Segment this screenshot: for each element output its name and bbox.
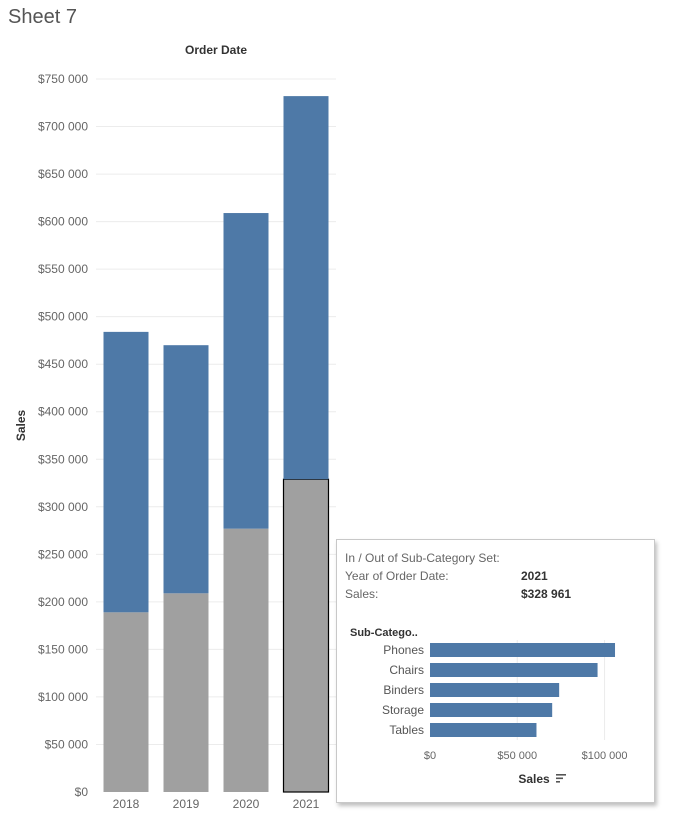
x-tick-label: 2021 <box>293 797 320 811</box>
bar-2018-segment-0 <box>103 612 149 792</box>
y-tick-label: $0 <box>75 785 89 799</box>
x-tick-label: $100 000 <box>582 750 628 762</box>
y-tick-label: $550 000 <box>38 262 88 276</box>
bar-phones <box>430 643 616 657</box>
y-tick-label: $450 000 <box>38 357 88 371</box>
bar-2020-segment-1 <box>223 213 269 529</box>
sort-descending-icon <box>556 774 566 783</box>
y-tick-label: $650 000 <box>38 167 88 181</box>
x-tick-label: 2020 <box>233 797 260 811</box>
tooltip-year-value: 2021 <box>521 569 548 583</box>
category-label: Storage <box>382 703 424 717</box>
y-tick-label: $300 000 <box>38 500 88 514</box>
category-label: Phones <box>383 643 424 657</box>
y-tick-label: $150 000 <box>38 642 88 656</box>
y-tick-label: $700 000 <box>38 120 88 134</box>
bar-2019-segment-1 <box>163 345 209 594</box>
bar-2021-segment-1 <box>283 96 329 480</box>
y-tick-label: $350 000 <box>38 452 88 466</box>
x-axis-title: Sales <box>518 772 550 786</box>
y-tick-label: $200 000 <box>38 595 88 609</box>
bar-chairs <box>430 663 598 677</box>
bar-2020-segment-0 <box>223 528 269 792</box>
x-axis-title: Order Date <box>185 43 247 57</box>
subcategory-axis-title: Sub-Catego.. <box>350 627 418 639</box>
bar-tables <box>430 723 537 737</box>
tooltip-sales-value: $328 961 <box>521 587 572 601</box>
y-tick-label: $100 000 <box>38 690 88 704</box>
y-axis-title: Sales <box>14 409 28 441</box>
tooltip-heading: In / Out of Sub-Category Set: <box>345 551 500 565</box>
category-label: Tables <box>389 723 424 737</box>
tooltip-year-label: Year of Order Date: <box>345 569 449 583</box>
sheet-title: Sheet 7 <box>8 6 77 28</box>
x-tick-label: 2019 <box>173 797 200 811</box>
category-label: Binders <box>383 683 424 697</box>
bar-storage <box>430 703 553 717</box>
y-tick-label: $250 000 <box>38 547 88 561</box>
bar-2018-segment-1 <box>103 331 149 613</box>
y-tick-label: $600 000 <box>38 215 88 229</box>
bar-2021-segment-0 <box>282 478 330 793</box>
tooltip-panel: In / Out of Sub-Category Set: Year of Or… <box>336 539 655 803</box>
y-tick-label: $400 000 <box>38 405 88 419</box>
y-tick-label: $500 000 <box>38 310 88 324</box>
bar-2019-segment-0 <box>163 593 209 792</box>
y-tick-label: $750 000 <box>38 72 88 86</box>
y-tick-label: $50 000 <box>45 737 89 751</box>
x-tick-label: 2018 <box>113 797 140 811</box>
tooltip-sales-label: Sales: <box>345 587 379 601</box>
x-tick-label: $50 000 <box>497 750 537 762</box>
bar-binders <box>430 683 560 697</box>
category-label: Chairs <box>389 663 424 677</box>
subcategory-chart: Sub-Catego.. $0 $50 000 $100 000 Phones Chair… <box>350 627 628 786</box>
x-tick-label: $0 <box>424 750 436 762</box>
